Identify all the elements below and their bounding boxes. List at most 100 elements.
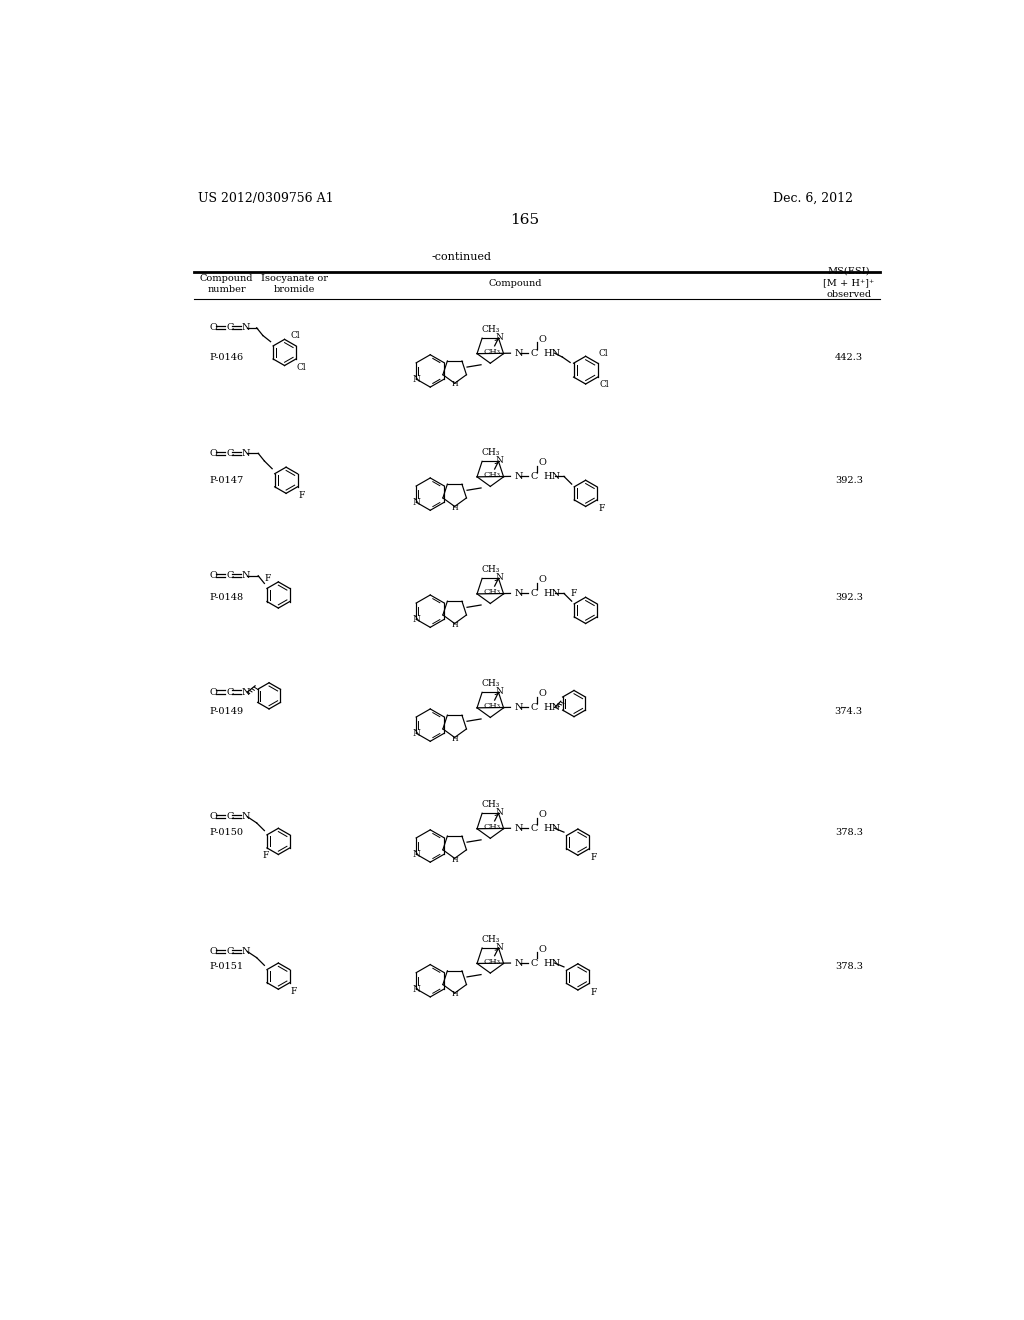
Text: US 2012/0309756 A1: US 2012/0309756 A1 [198,191,334,205]
Text: N: N [514,958,523,968]
Text: C: C [530,348,538,358]
Text: H: H [452,504,458,512]
Text: F: F [570,589,577,598]
Text: -continued: -continued [431,252,492,261]
Text: HN: HN [543,589,560,598]
Text: P-0147: P-0147 [209,475,244,484]
Text: O: O [209,688,217,697]
Text: HN: HN [543,348,560,358]
Text: N: N [412,375,420,384]
Text: Cl: Cl [600,380,609,388]
Text: O: O [209,449,217,458]
Text: Cl: Cl [598,348,607,358]
Text: 374.3: 374.3 [835,706,863,715]
Text: F: F [590,853,597,862]
Text: CH₃: CH₃ [481,325,500,334]
Text: O: O [209,946,217,956]
Text: P-0148: P-0148 [209,593,244,602]
Text: N: N [242,812,251,821]
Text: F: F [598,504,604,513]
Text: 392.3: 392.3 [835,475,863,484]
Text: CH₃: CH₃ [481,565,500,574]
Text: HN: HN [543,824,560,833]
Text: O: O [539,689,546,698]
Text: N: N [412,615,420,624]
Text: N: N [496,333,504,342]
Text: N: N [242,323,251,333]
Text: CH₃: CH₃ [483,702,501,710]
Text: C: C [226,812,233,821]
Text: 378.3: 378.3 [835,828,863,837]
Text: N: N [412,850,420,859]
Text: C: C [226,946,233,956]
Text: H: H [452,990,458,998]
Text: HN: HN [543,704,560,711]
Text: P-0151: P-0151 [209,962,244,972]
Text: CH₃: CH₃ [481,447,500,457]
Text: Cl: Cl [291,331,300,341]
Text: N: N [514,704,523,711]
Text: C: C [226,688,233,697]
Text: H: H [452,855,458,863]
Text: N: N [496,942,504,952]
Text: Dec. 6, 2012: Dec. 6, 2012 [773,191,853,205]
Text: O: O [539,945,546,953]
Text: 442.3: 442.3 [835,352,863,362]
Text: N: N [496,573,504,582]
Text: C: C [530,473,538,480]
Text: O: O [209,812,217,821]
Text: N: N [514,473,523,480]
Text: N: N [514,589,523,598]
Text: F: F [299,491,305,500]
Text: HN: HN [543,473,560,480]
Text: N: N [514,824,523,833]
Text: C: C [530,958,538,968]
Text: 392.3: 392.3 [835,593,863,602]
Text: O: O [539,458,546,467]
Text: O: O [209,323,217,333]
Text: H: H [452,620,458,628]
Text: N: N [242,572,251,581]
Text: O: O [539,576,546,583]
Text: H: H [452,380,458,388]
Text: CH₃: CH₃ [481,935,500,944]
Text: P-0149: P-0149 [209,706,244,715]
Text: CH₃: CH₃ [483,589,501,597]
Text: Compound
number: Compound number [200,273,253,294]
Text: Compound: Compound [488,280,543,288]
Text: O: O [209,572,217,581]
Text: H: H [452,735,458,743]
Text: CH₃: CH₃ [481,678,500,688]
Text: N: N [514,348,523,358]
Text: F: F [590,987,597,997]
Text: N: N [412,498,420,507]
Text: F: F [264,574,270,582]
Text: O: O [539,810,546,818]
Text: 378.3: 378.3 [835,962,863,972]
Text: N: N [496,808,504,817]
Text: P-0150: P-0150 [210,828,244,837]
Text: P-0146: P-0146 [209,352,244,362]
Text: C: C [226,449,233,458]
Text: C: C [530,704,538,711]
Text: N: N [496,457,504,465]
Text: N: N [412,985,420,994]
Text: Isocyanate or
bromide: Isocyanate or bromide [261,273,328,294]
Text: C: C [226,572,233,581]
Text: C: C [226,323,233,333]
Text: O: O [539,335,546,343]
Text: F: F [263,851,269,859]
Text: HN: HN [543,958,560,968]
Text: CH₃: CH₃ [483,958,501,966]
Text: CH₃: CH₃ [483,348,501,356]
Text: N: N [412,729,420,738]
Text: CH₃: CH₃ [481,800,500,809]
Text: CH₃: CH₃ [483,824,501,832]
Text: Cl: Cl [297,363,306,372]
Text: N: N [242,946,251,956]
Text: N: N [242,688,251,697]
Text: C: C [530,589,538,598]
Text: N: N [496,688,504,696]
Text: F: F [291,987,297,997]
Text: C: C [530,824,538,833]
